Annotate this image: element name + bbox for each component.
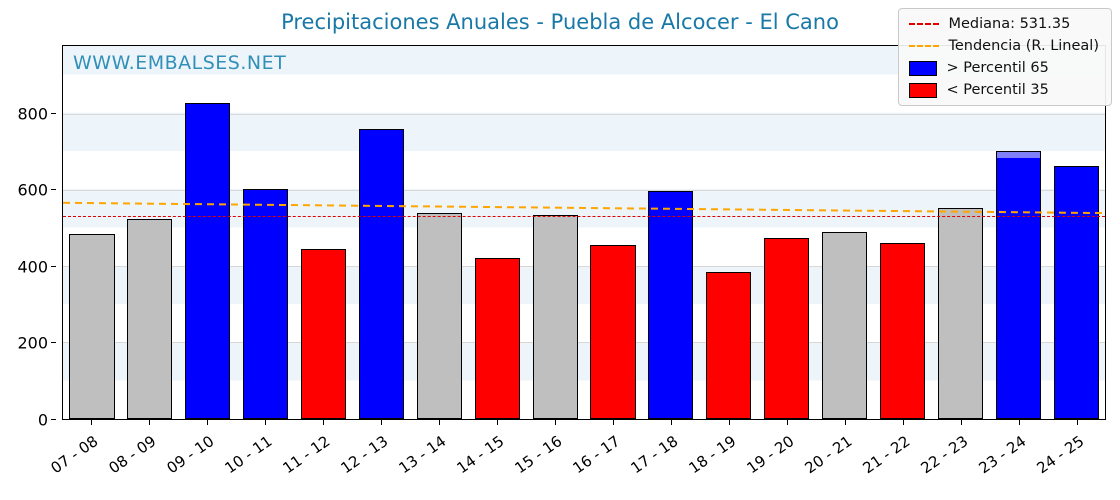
bar-18 - 19: [706, 271, 752, 419]
bar-slot: [1047, 46, 1105, 419]
x-tick-mark: [961, 420, 963, 425]
trend-line: [63, 46, 1105, 419]
bar-19 - 20: [764, 238, 810, 419]
bar-slot: [584, 46, 642, 419]
median-line: [63, 215, 1105, 217]
bar-11 - 12: [300, 248, 347, 419]
gridline: [63, 113, 1105, 115]
bar-16 - 17: [590, 244, 636, 419]
bar-slot: [642, 46, 700, 419]
bar-24 - 25: [1053, 165, 1099, 419]
x-tick-mark: [1077, 420, 1079, 425]
x-tick-mark: [497, 420, 499, 425]
bar-slot: [700, 46, 758, 419]
bar-slot: [758, 46, 816, 419]
percentil35-swatch: [909, 82, 938, 98]
bar-09 - 10: [185, 103, 231, 419]
bar-10 - 11: [243, 188, 289, 419]
bar-slot: [873, 46, 931, 419]
legend-label: > Percentil 65: [946, 60, 1049, 76]
bar-cap: [995, 150, 1041, 158]
y-tick-mark: [51, 418, 56, 420]
y-tick-label: 600: [17, 180, 48, 200]
x-tick-mark: [555, 420, 557, 425]
bar-12 - 13: [358, 128, 404, 419]
y-tick-mark: [51, 189, 56, 191]
y-tick-mark: [51, 265, 56, 267]
y-tick-label: 200: [17, 333, 48, 353]
x-tick-mark: [91, 420, 93, 425]
legend-item-trend: Tendencia (R. Lineal): [909, 38, 1099, 54]
x-tick-mark: [439, 420, 441, 425]
y-tick-mark: [51, 342, 56, 344]
x-tick-mark: [787, 420, 789, 425]
bar-07 - 08: [69, 233, 115, 419]
x-tick-mark: [671, 420, 673, 425]
legend-item-median: Mediana: 531.35: [909, 16, 1099, 32]
bar-13 - 14: [416, 213, 462, 419]
bar-slot: [179, 46, 237, 419]
x-tick-mark: [323, 420, 325, 425]
bar-slot: [816, 46, 874, 419]
bars: [63, 46, 1105, 419]
legend-item-p65: > Percentil 65: [909, 60, 1099, 76]
x-tick-mark: [149, 420, 151, 425]
x-tick-mark: [845, 420, 847, 425]
bar-slot: [352, 46, 410, 419]
bar-14 - 15: [474, 258, 520, 419]
bar-slot: [121, 46, 179, 419]
x-tick-mark: [1019, 420, 1021, 425]
legend-label: Mediana: 531.35: [948, 16, 1071, 32]
watermark: WWW.EMBALSES.NET: [73, 52, 287, 74]
percentil65-swatch: [909, 60, 938, 76]
x-tick-mark: [729, 420, 731, 425]
legend-label: Tendencia (R. Lineal): [948, 38, 1099, 54]
bar-slot: [63, 46, 121, 419]
y-axis: 0 200 400 600 800: [0, 45, 56, 430]
gridline: [63, 265, 1105, 267]
bar-slot: [468, 46, 526, 419]
x-tick-mark: [613, 420, 615, 425]
legend: Mediana: 531.35 Tendencia (R. Lineal) > …: [898, 8, 1112, 106]
legend-label: < Percentil 35: [946, 82, 1049, 98]
bar-23 - 24: [995, 150, 1041, 419]
bar-08 - 09: [127, 219, 173, 419]
x-tick-mark: [381, 420, 383, 425]
bar-slot: [237, 46, 295, 419]
y-tick-label: 800: [17, 104, 48, 124]
trend-line-swatch: [909, 45, 940, 47]
plot-area: WWW.EMBALSES.NET: [62, 45, 1106, 420]
chart-title: Precipitaciones Anuales - Puebla de Alco…: [281, 10, 839, 34]
bar-22 - 23: [937, 207, 983, 419]
bar-20 - 21: [821, 231, 868, 419]
legend-item-p35: < Percentil 35: [909, 82, 1099, 98]
bar-slot: [989, 46, 1047, 419]
x-tick-mark: [265, 420, 267, 425]
y-tick-label: 0: [37, 410, 48, 430]
x-tick-mark: [903, 420, 905, 425]
y-tick-label: 400: [17, 257, 48, 277]
y-tick-mark: [51, 112, 56, 114]
bar-slot: [410, 46, 468, 419]
median-line-swatch: [909, 23, 940, 25]
bar-slot: [295, 46, 353, 419]
gridline: [63, 189, 1105, 191]
x-tick-mark: [206, 420, 209, 425]
x-axis: 07 - 08 08 - 09 09 - 10 10 - 11 11 - 12 12 - …: [47, 420, 1106, 498]
gridline: [63, 341, 1105, 343]
bar-17 - 18: [648, 190, 694, 419]
bar-slot: [931, 46, 989, 419]
bar-21 - 22: [879, 243, 925, 419]
